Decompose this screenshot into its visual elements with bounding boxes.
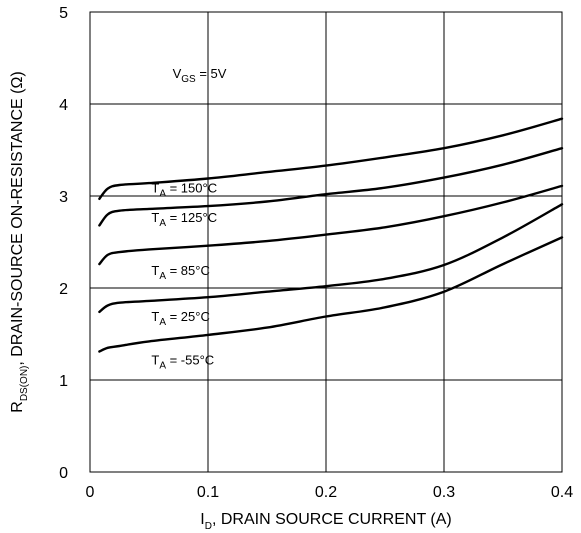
y-axis-label-sub: DS(ON) bbox=[19, 366, 30, 402]
x-axis-label-sub: D bbox=[205, 521, 212, 532]
series-line-1 bbox=[98, 147, 564, 227]
y-tick-label: 2 bbox=[59, 281, 68, 298]
y-axis-label-rest: , DRAIN-SOURCE ON-RESISTANCE (Ω) bbox=[9, 71, 26, 365]
grid-lines bbox=[90, 12, 562, 472]
series-line-3 bbox=[98, 203, 564, 314]
y-tick-label: 0 bbox=[59, 465, 68, 482]
y-tick-label: 3 bbox=[59, 189, 68, 206]
y-tick-label: 5 bbox=[59, 5, 68, 22]
series-label-1: TA = 125°C bbox=[151, 210, 217, 229]
y-axis-label: RDS(ON), DRAIN-SOURCE ON-RESISTANCE (Ω) bbox=[9, 71, 30, 412]
x-tick-label: 0.3 bbox=[433, 484, 455, 501]
series-label-0: TA = 150°C bbox=[151, 180, 217, 199]
condition-label: VGS = 5V bbox=[173, 66, 227, 85]
series-label-3: TA = 25°C bbox=[151, 309, 210, 328]
series-label-4: TA = -55°C bbox=[151, 352, 214, 371]
x-axis-label: ID, DRAIN SOURCE CURRENT (A) bbox=[200, 511, 451, 532]
annotations: VGS = 5V TA = 150°C TA = 125°C TA = 85°C TA … bbox=[151, 66, 226, 371]
x-axis-label-rest: , DRAIN SOURCE CURRENT (A) bbox=[212, 511, 452, 528]
series-line-4 bbox=[98, 236, 564, 353]
plot-frame bbox=[89, 11, 563, 473]
series-line-0 bbox=[98, 117, 564, 200]
curves bbox=[98, 117, 564, 353]
y-tick-label: 1 bbox=[59, 373, 68, 390]
x-tick-label: 0 bbox=[86, 484, 95, 501]
series-label-2: TA = 85°C bbox=[151, 263, 210, 282]
x-tick-labels: 0 0.1 0.2 0.3 0.4 bbox=[86, 484, 574, 501]
x-tick-label: 0.2 bbox=[315, 484, 337, 501]
series-line-2 bbox=[98, 184, 564, 266]
y-axis-label-main: R bbox=[9, 401, 26, 413]
y-tick-labels: 0 1 2 3 4 5 bbox=[59, 5, 68, 482]
y-tick-label: 4 bbox=[59, 97, 68, 114]
x-tick-label: 0.1 bbox=[197, 484, 219, 501]
x-tick-label: 0.4 bbox=[551, 484, 573, 501]
x-axis-label-main: I bbox=[200, 511, 204, 528]
